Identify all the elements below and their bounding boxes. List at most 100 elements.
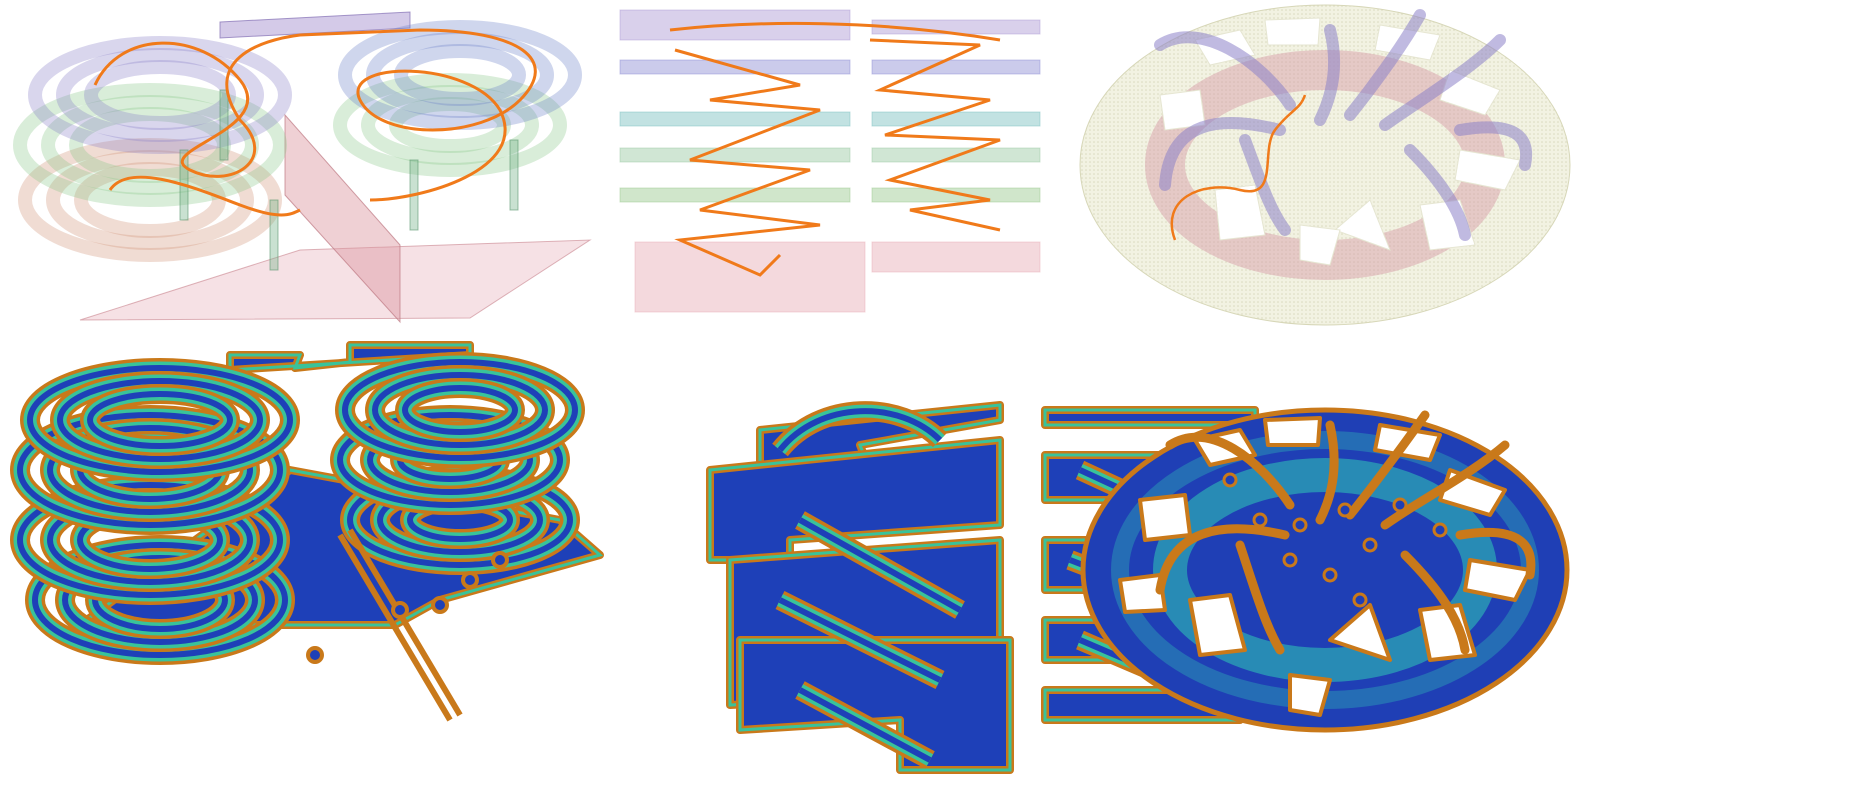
pillar	[219, 89, 229, 161]
panel-tower-volume	[619, 9, 1041, 313]
arch	[1454, 121, 1533, 171]
spiral-ring	[46, 150, 254, 250]
pink-floor	[79, 239, 592, 321]
panel-spiral-field	[10, 341, 604, 722]
pillar	[509, 139, 519, 211]
hole	[1328, 603, 1392, 662]
arch	[1235, 540, 1285, 655]
orange-path	[869, 38, 1001, 232]
rail	[337, 533, 453, 722]
floor-left	[619, 147, 851, 163]
arch	[1380, 440, 1510, 530]
floor-right	[871, 241, 1041, 273]
floor-left	[634, 241, 866, 313]
arch	[1455, 527, 1536, 580]
pillar-top	[1252, 512, 1268, 528]
slab-green	[738, 638, 1012, 772]
floor-right	[871, 59, 1041, 75]
arch	[1379, 34, 1506, 131]
rail	[347, 528, 463, 717]
spiral-ring	[13, 83, 287, 207]
pillar-top	[1362, 537, 1378, 553]
orange-path	[108, 175, 301, 217]
stair-blue	[778, 597, 942, 683]
arch	[1155, 524, 1290, 595]
spiral-blue	[342, 359, 578, 461]
orange-path	[669, 21, 1001, 42]
hole	[1138, 493, 1192, 542]
spiral-ring	[338, 20, 582, 130]
floor-left	[619, 111, 851, 127]
orange-path	[93, 28, 537, 202]
slab-green	[228, 343, 472, 372]
pillar-top	[1392, 497, 1408, 513]
pillar-top	[461, 571, 479, 589]
arch	[1159, 116, 1286, 191]
arch	[1239, 134, 1291, 236]
hole	[1288, 673, 1332, 717]
spiral-ring	[361, 85, 539, 165]
spiral-ring	[69, 107, 231, 183]
stair-blue	[798, 687, 932, 763]
spiral-blue	[57, 378, 263, 462]
spiral-blue	[62, 555, 258, 645]
hole	[1264, 17, 1321, 46]
slab-green	[708, 438, 1002, 562]
spiral-blue	[17, 482, 283, 598]
hole	[1334, 199, 1391, 251]
arch	[1344, 9, 1426, 121]
arch	[1345, 410, 1430, 520]
spiral-ring	[394, 44, 526, 106]
spiral-blue	[402, 385, 518, 435]
arch	[1154, 31, 1296, 111]
floor-right	[871, 187, 1041, 203]
pillar-top	[1222, 472, 1238, 488]
panel-spiral-volume	[13, 11, 592, 324]
orange-path	[1170, 94, 1307, 241]
pillar-top	[1292, 517, 1308, 533]
spiral-ring	[56, 48, 264, 142]
spiral-ring	[74, 162, 226, 238]
arch-blue	[777, 408, 943, 452]
pillar-top	[1337, 502, 1353, 518]
spiral-blue	[27, 365, 293, 475]
pillar	[269, 199, 279, 271]
pink-wall	[284, 113, 401, 324]
hole	[1454, 149, 1521, 191]
spiral-blue	[337, 412, 563, 508]
hole	[1118, 573, 1167, 614]
bottom-row	[10, 341, 1570, 774]
arch	[1404, 144, 1471, 241]
spiral-blue	[87, 391, 233, 449]
spiral-blue	[47, 425, 253, 515]
hole	[1188, 593, 1247, 657]
pillar-top	[1432, 522, 1448, 538]
pillar-top	[491, 551, 509, 569]
purple-bridge	[219, 11, 411, 39]
spiral-ring	[333, 73, 567, 177]
pillar-top	[1282, 552, 1298, 568]
arch	[1315, 420, 1339, 525]
spiral-blue	[17, 412, 283, 528]
hole	[1463, 558, 1532, 602]
panel-disc-volume	[1079, 4, 1571, 326]
pillar-top	[391, 601, 409, 619]
hole	[1214, 184, 1266, 241]
spiral-ring	[41, 95, 259, 195]
top-row	[13, 4, 1571, 326]
stair-blue	[798, 517, 962, 613]
pillar-top	[1322, 567, 1338, 583]
arch	[1314, 24, 1341, 126]
pillar-top	[306, 646, 324, 664]
hole	[1299, 224, 1341, 266]
floor-right	[871, 111, 1041, 127]
pillar-top	[431, 596, 449, 614]
spiral-blue	[32, 542, 288, 658]
arch	[1165, 432, 1295, 510]
orange-path	[674, 48, 821, 277]
floor-left	[619, 187, 851, 203]
pillar-top	[1352, 592, 1368, 608]
arch	[1400, 550, 1470, 655]
